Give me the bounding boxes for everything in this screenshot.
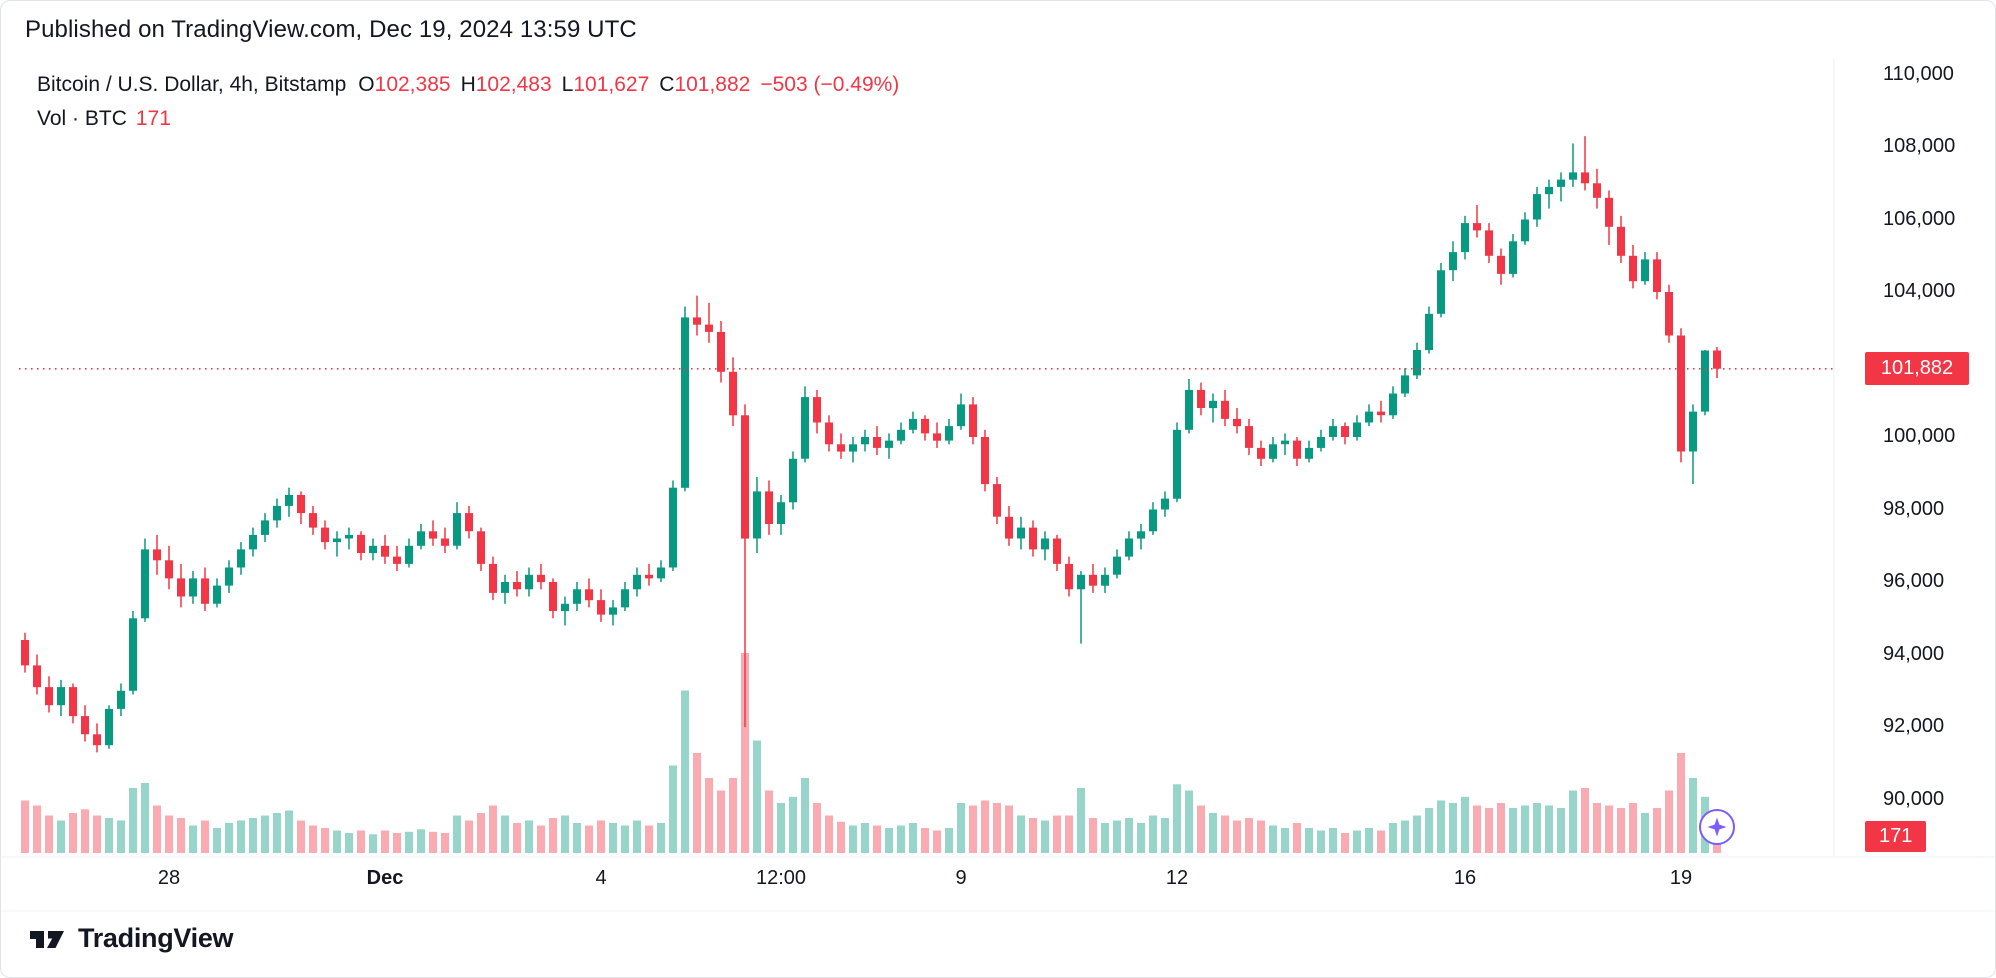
tradingview-logo[interactable] bbox=[27, 924, 67, 954]
volume-value: 171 bbox=[135, 107, 171, 130]
close-value: 101,882 bbox=[674, 73, 751, 96]
price-tick-label: 90,000 bbox=[1883, 787, 1945, 810]
price-tick-label: 92,000 bbox=[1883, 715, 1945, 737]
volume-legend: Vol · BTC 171 bbox=[37, 107, 171, 131]
footer: TradingView bbox=[27, 923, 234, 954]
time-axis-label: 4 bbox=[595, 867, 607, 889]
time-axis-label: 16 bbox=[1453, 867, 1477, 889]
price-tick-label: 108,000 bbox=[1883, 135, 1956, 157]
time-axis-label: 19 bbox=[1669, 867, 1693, 889]
time-axis-label: 12 bbox=[1165, 867, 1189, 889]
last-price-tag: 101,882 bbox=[1865, 352, 1969, 386]
candle-body-layer bbox=[21, 172, 1721, 746]
low-value: 101,627 bbox=[573, 73, 650, 96]
volume-label: Vol · BTC bbox=[37, 107, 127, 130]
axis-separators bbox=[1, 59, 1995, 912]
high-key: H bbox=[460, 73, 476, 96]
price-tick-label: 106,000 bbox=[1883, 207, 1956, 230]
price-tick-label: 100,000 bbox=[1883, 425, 1956, 447]
price-tick-label: 96,000 bbox=[1883, 570, 1945, 592]
high-pair: H102,483 bbox=[461, 73, 552, 97]
volume-tag: 171 bbox=[1865, 821, 1927, 852]
time-axis-label: Dec bbox=[366, 867, 404, 889]
change-value: −503 (−0.49%) bbox=[760, 73, 900, 96]
open-key: O bbox=[358, 73, 375, 96]
price-tick-label: 110,000 bbox=[1883, 62, 1954, 85]
volume-layer bbox=[21, 653, 1721, 854]
open-value: 102,385 bbox=[374, 73, 451, 96]
close-pair: C101,882 bbox=[659, 73, 750, 97]
ohlc-values: O102,385 H102,483 L101,627 C101,882 −503… bbox=[358, 73, 899, 97]
time-axis: 28 Dec 4 12:00 9 12 16 19 bbox=[1, 867, 1995, 897]
sparkle-icon bbox=[1699, 809, 1735, 845]
open-pair: O102,385 bbox=[358, 73, 450, 97]
low-key: L bbox=[561, 73, 574, 96]
price-tick-label: 94,000 bbox=[1883, 642, 1945, 665]
symbol-title: Bitcoin / U.S. Dollar, 4h, Bitstamp bbox=[37, 73, 347, 96]
time-axis-label: 9 bbox=[955, 867, 967, 889]
low-pair: L101,627 bbox=[562, 73, 650, 97]
published-note: Published on TradingView.com, Dec 19, 20… bbox=[25, 16, 637, 43]
price-tick-label: 104,000 bbox=[1883, 280, 1956, 302]
brand-wordmark[interactable]: TradingView bbox=[78, 923, 234, 953]
sparkle-button[interactable] bbox=[1697, 807, 1737, 847]
high-value: 102,483 bbox=[475, 73, 552, 96]
close-key: C bbox=[659, 73, 675, 96]
chart-legend: Bitcoin / U.S. Dollar, 4h, Bitstamp O102… bbox=[37, 73, 899, 97]
price-tick-label: 98,000 bbox=[1883, 497, 1945, 520]
time-axis-label: 28 bbox=[157, 867, 181, 889]
time-axis-label: 12:00 bbox=[755, 867, 807, 889]
